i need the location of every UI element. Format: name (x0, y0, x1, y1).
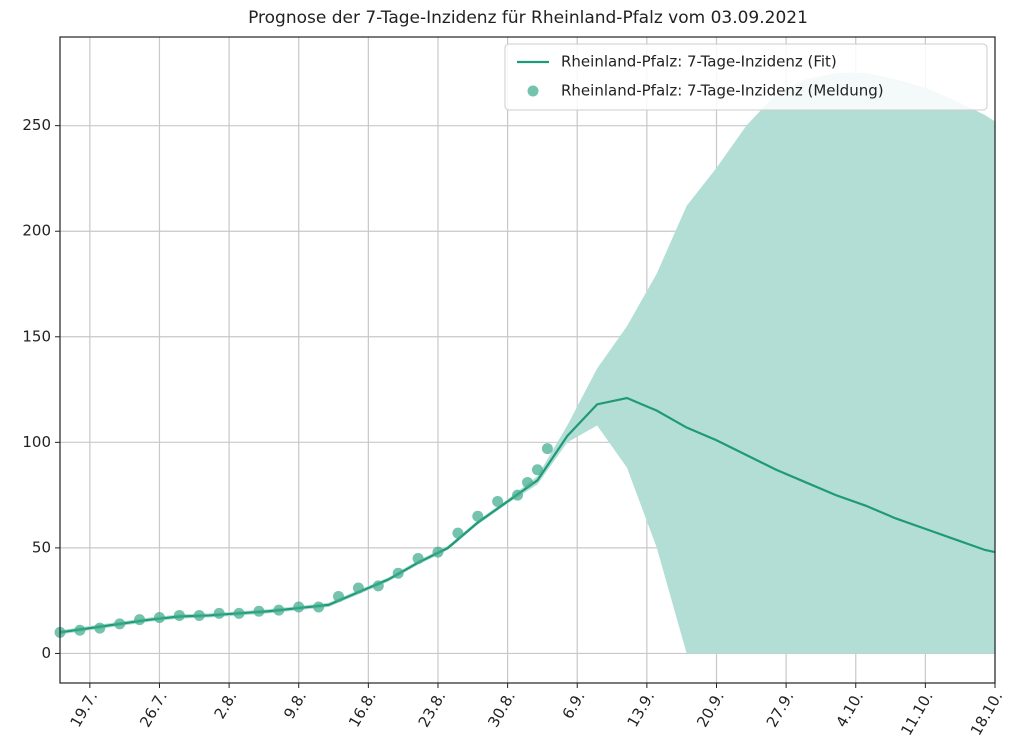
legend-box (504, 43, 988, 111)
x-tick-label: 26.7. (136, 688, 171, 730)
report-point (512, 489, 524, 501)
legend-label: Rheinland-Pfalz: 7-Tage-Inzidenz (Fit) (561, 53, 837, 71)
legend-marker (527, 85, 539, 97)
legend-label: Rheinland-Pfalz: 7-Tage-Inzidenz (Meldun… (561, 82, 884, 100)
report-point (541, 443, 553, 455)
report-point (94, 622, 106, 634)
x-tick-label: 27.9. (763, 688, 798, 730)
x-tick-label: 11.10. (897, 688, 936, 738)
plot-frame (59, 36, 996, 684)
x-tick-label: 30.8. (484, 688, 519, 730)
report-point (492, 495, 504, 507)
x-tick-label: 23.8. (415, 688, 450, 730)
report-point (153, 612, 165, 624)
y-tick-label: 0 (41, 644, 51, 662)
y-tick-label: 50 (32, 538, 51, 556)
x-tick-label: 20.9. (693, 688, 728, 730)
x-tick-label: 9.8. (280, 688, 310, 722)
x-tick-label: 4.10. (832, 688, 867, 730)
report-point (114, 618, 126, 630)
report-point (273, 604, 285, 616)
x-tick-label: 6.9. (559, 688, 589, 722)
x-tick-label: 13.9. (624, 688, 659, 730)
report-point (531, 464, 543, 476)
report-point (253, 605, 265, 617)
report-point (472, 510, 484, 522)
y-tick-label: 250 (22, 116, 51, 134)
x-tick-label: 19.7. (67, 688, 102, 730)
report-point (352, 582, 364, 594)
report-point (213, 607, 225, 619)
chart-title: Prognose der 7-Tage-Inzidenz für Rheinla… (248, 8, 808, 28)
report-point (333, 590, 345, 602)
report-point (313, 601, 325, 613)
report-point (193, 609, 205, 621)
report-point (134, 614, 146, 626)
x-tick-label: 2.8. (211, 688, 241, 722)
report-point (293, 601, 305, 613)
report-point (522, 476, 533, 488)
report-point (452, 527, 464, 539)
report-point (173, 609, 185, 621)
report-point (74, 624, 86, 636)
report-point (392, 567, 404, 579)
y-tick-label: 100 (22, 433, 51, 451)
y-tick-label: 150 (22, 327, 51, 345)
report-point (412, 552, 424, 564)
report-point (372, 580, 384, 592)
x-tick-label: 16.8. (345, 688, 380, 730)
confidence-band (60, 72, 995, 654)
y-tick-label: 200 (22, 222, 51, 240)
report-point (432, 546, 444, 558)
report-point (233, 607, 245, 619)
x-tick-label: 18.10. (967, 688, 1006, 738)
